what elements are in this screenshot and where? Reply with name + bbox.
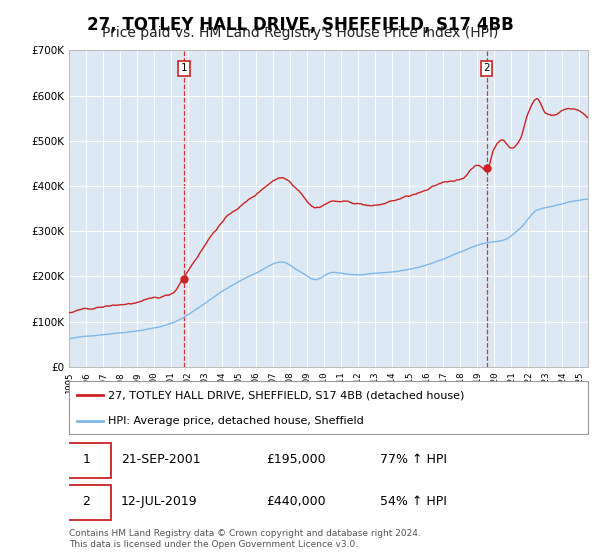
Text: 54% ↑ HPI: 54% ↑ HPI [380,495,447,508]
Text: £440,000: £440,000 [266,495,326,508]
Text: 27, TOTLEY HALL DRIVE, SHEFFIELD, S17 4BB (detached house): 27, TOTLEY HALL DRIVE, SHEFFIELD, S17 4B… [108,390,464,400]
Text: 1: 1 [82,453,90,466]
Text: 27, TOTLEY HALL DRIVE, SHEFFIELD, S17 4BB: 27, TOTLEY HALL DRIVE, SHEFFIELD, S17 4B… [86,16,514,34]
FancyBboxPatch shape [61,442,110,478]
Text: 1: 1 [181,63,187,73]
FancyBboxPatch shape [61,484,110,520]
Text: Price paid vs. HM Land Registry's House Price Index (HPI): Price paid vs. HM Land Registry's House … [102,26,498,40]
Text: 77% ↑ HPI: 77% ↑ HPI [380,453,448,466]
Text: 2: 2 [82,495,90,508]
Text: HPI: Average price, detached house, Sheffield: HPI: Average price, detached house, Shef… [108,416,364,426]
Text: £195,000: £195,000 [266,453,326,466]
Text: 12-JUL-2019: 12-JUL-2019 [121,495,197,508]
FancyBboxPatch shape [69,381,588,434]
Text: 21-SEP-2001: 21-SEP-2001 [121,453,200,466]
Text: 2: 2 [483,63,490,73]
Text: Contains HM Land Registry data © Crown copyright and database right 2024.
This d: Contains HM Land Registry data © Crown c… [69,529,421,549]
